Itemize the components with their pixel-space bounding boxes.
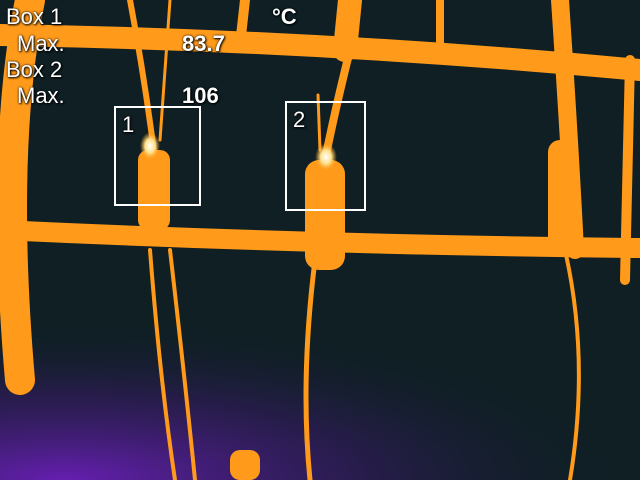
top-vertical-post-1 <box>235 0 250 50</box>
top-vertical-post-2 <box>333 0 362 62</box>
cable-left-lower-2 <box>168 248 197 480</box>
measurement-box-2[interactable]: 2 <box>285 101 366 211</box>
cable-right-upper-2 <box>316 93 322 152</box>
right-edge-post <box>620 55 635 285</box>
connector-bodies <box>138 140 578 480</box>
measurement-box-1[interactable]: 1 <box>114 106 201 206</box>
measurement-box-1-label: 1 <box>122 112 135 137</box>
connector-bottom <box>230 450 260 480</box>
hotspot-2 <box>315 143 337 171</box>
hotspot-1 <box>140 132 160 160</box>
connector-1 <box>138 150 170 230</box>
box1-label: Box 1 <box>6 4 63 29</box>
box1-max-value: 83.7 <box>182 31 225 56</box>
cable-left-lower-1 <box>148 248 177 480</box>
cable-center-lower <box>303 257 318 480</box>
measurement-box-2-label: 2 <box>293 107 306 132</box>
box2-max-value: 106 <box>182 83 219 108</box>
box2-label: Box 2 <box>6 57 63 82</box>
temperature-unit: °C <box>272 4 297 29</box>
cable-left-upper-2 <box>158 0 172 142</box>
connector-right <box>548 140 578 250</box>
connector-2 <box>305 160 345 270</box>
box2-stat-label: Max. <box>17 83 65 108</box>
cool-floor-glow <box>0 300 640 480</box>
left-curved-edge <box>0 0 45 395</box>
box1-stat-label: Max. <box>17 31 65 56</box>
cable-right-lower <box>563 248 581 480</box>
top-horizontal-bar <box>0 24 640 81</box>
